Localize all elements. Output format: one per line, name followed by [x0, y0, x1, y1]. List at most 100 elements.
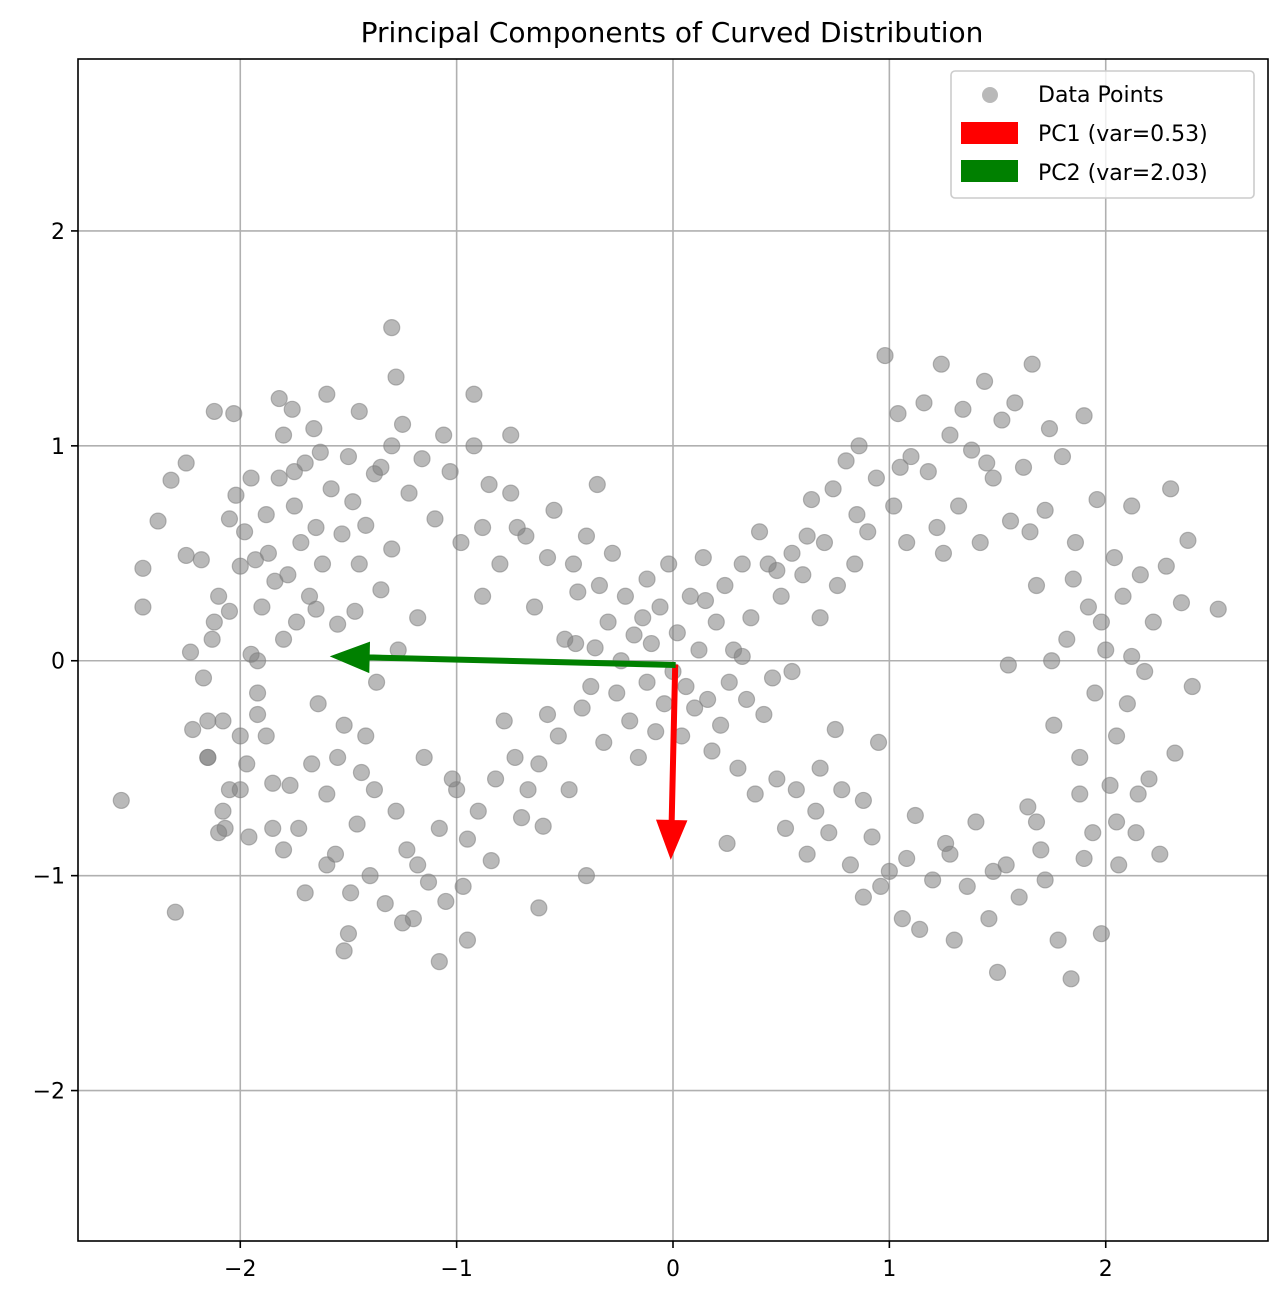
data-point: [225, 405, 243, 423]
data-point: [768, 561, 786, 580]
data-point: [372, 458, 390, 476]
data-point: [253, 598, 271, 616]
data-point: [474, 587, 492, 605]
data-point: [257, 506, 275, 524]
data-point: [595, 733, 613, 752]
data-point: [1040, 420, 1059, 438]
data-point: [1183, 677, 1201, 696]
data-point: [941, 426, 959, 444]
data-point: [971, 533, 989, 552]
data-point: [772, 587, 790, 605]
data-point: [333, 525, 351, 543]
data-point: [934, 544, 953, 562]
data-point: [621, 712, 639, 730]
data-point: [1162, 480, 1180, 498]
data-point: [1014, 458, 1033, 476]
data-point: [711, 716, 730, 734]
data-point: [361, 867, 379, 885]
data-point: [1058, 630, 1076, 648]
data-point: [231, 727, 249, 745]
data-point: [1179, 531, 1197, 549]
data-point: [1062, 970, 1080, 988]
data-point: [763, 669, 782, 687]
data-point: [236, 523, 254, 541]
data-point: [1129, 785, 1147, 803]
data-point: [1131, 566, 1149, 584]
x-tick-label: 0: [666, 1257, 680, 1282]
data-point: [134, 598, 152, 616]
data-point: [214, 712, 232, 730]
data-point: [1064, 570, 1082, 588]
data-point: [993, 411, 1011, 429]
data-point: [435, 426, 453, 444]
data-point: [746, 785, 764, 803]
x-tick-label: −1: [440, 1257, 472, 1282]
data-point: [502, 426, 520, 444]
data-point: [651, 598, 669, 616]
data-point: [350, 555, 368, 573]
data-point: [733, 555, 751, 573]
data-point: [1088, 490, 1106, 509]
data-point: [660, 555, 678, 573]
data-point: [491, 555, 509, 573]
data-point: [567, 634, 585, 653]
data-point: [199, 748, 217, 767]
data-point: [1166, 744, 1184, 762]
y-tick-label: 1: [51, 435, 65, 460]
data-point: [162, 471, 180, 489]
data-point: [915, 394, 933, 412]
data-point: [869, 733, 888, 752]
data-point: [192, 551, 210, 569]
data-point: [248, 705, 267, 724]
data-point: [1110, 856, 1128, 874]
data-point: [833, 781, 851, 799]
data-point: [841, 856, 860, 874]
data-point: [149, 512, 167, 530]
data-point: [811, 609, 829, 627]
data-point: [681, 587, 699, 605]
data-point: [1097, 641, 1115, 659]
data-point: [1118, 695, 1136, 713]
data-point: [967, 813, 985, 831]
data-point: [393, 415, 412, 433]
data-point: [846, 555, 864, 573]
legend-box: [950, 70, 1255, 199]
data-point: [238, 755, 256, 773]
data-point: [975, 372, 994, 390]
data-point: [318, 856, 336, 874]
data-point: [932, 355, 950, 373]
data-point: [794, 566, 812, 584]
data-point: [348, 815, 366, 833]
data-point: [112, 791, 130, 810]
data-point: [872, 877, 890, 896]
data-point: [1157, 557, 1175, 575]
data-point: [1136, 662, 1154, 681]
data-point: [303, 755, 321, 773]
data-point: [625, 626, 643, 644]
data-point: [776, 819, 795, 837]
data-point: [1107, 813, 1126, 831]
x-tick-label: −2: [224, 1257, 256, 1282]
pc1-arrow: [655, 664, 688, 860]
data-point: [906, 806, 924, 825]
data-point: [1010, 888, 1028, 906]
data-point: [409, 609, 427, 627]
data-point: [564, 555, 583, 573]
data-point: [1027, 576, 1046, 595]
legend: Data Points PC1 (var=0.53) PC2 (var=2.03…: [950, 70, 1255, 199]
data-point: [647, 723, 665, 741]
data-point: [949, 497, 968, 515]
data-point: [638, 570, 656, 588]
data-point: [891, 458, 909, 476]
y-tick-label: 0: [51, 650, 65, 675]
data-point: [826, 720, 844, 739]
data-point: [1045, 716, 1063, 734]
data-point: [720, 673, 738, 691]
data-point: [216, 819, 234, 837]
data-point: [296, 884, 314, 902]
data-point: [458, 931, 477, 949]
data-point: [1036, 501, 1054, 519]
data-point: [512, 809, 531, 827]
data-point: [945, 931, 963, 949]
